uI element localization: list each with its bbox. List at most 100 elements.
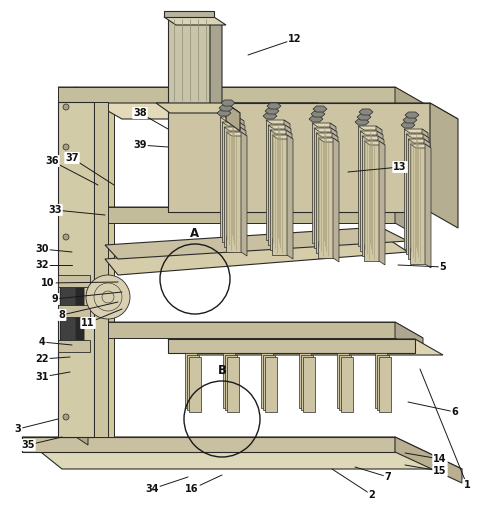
Text: 33: 33 [48,205,62,215]
Polygon shape [261,353,273,408]
Polygon shape [422,129,428,253]
Polygon shape [105,227,408,259]
Polygon shape [430,103,458,228]
Polygon shape [314,128,331,248]
Polygon shape [377,131,383,255]
Polygon shape [76,87,88,445]
Polygon shape [395,322,423,354]
Polygon shape [189,357,201,412]
Polygon shape [360,131,383,135]
Polygon shape [168,17,210,103]
Polygon shape [364,141,385,145]
Polygon shape [341,357,353,412]
Polygon shape [339,355,351,410]
Polygon shape [76,282,84,352]
Polygon shape [226,132,247,136]
Circle shape [63,324,69,330]
Polygon shape [58,207,395,223]
Text: 1: 1 [464,480,471,490]
Polygon shape [263,355,275,410]
Polygon shape [58,87,395,105]
Polygon shape [267,103,281,109]
Polygon shape [22,437,462,469]
Text: 9: 9 [51,294,58,304]
Polygon shape [164,11,214,17]
Polygon shape [217,110,231,116]
Polygon shape [270,130,286,250]
Polygon shape [105,237,408,275]
Polygon shape [312,123,330,243]
Text: 11: 11 [81,318,95,328]
Polygon shape [60,277,76,347]
Polygon shape [358,126,376,246]
Polygon shape [403,117,417,123]
Polygon shape [379,357,391,412]
Polygon shape [406,134,429,138]
Text: 12: 12 [288,34,302,44]
Polygon shape [423,134,429,258]
Polygon shape [395,437,462,483]
Polygon shape [303,357,315,412]
Polygon shape [359,109,373,115]
Polygon shape [313,106,327,112]
Polygon shape [406,134,423,254]
Text: 22: 22 [35,354,49,364]
Text: 7: 7 [385,472,391,482]
Text: 8: 8 [58,310,65,320]
Polygon shape [226,132,241,252]
Polygon shape [164,17,226,25]
Polygon shape [405,112,419,118]
Polygon shape [355,119,369,125]
Polygon shape [187,355,199,410]
Polygon shape [225,355,237,410]
Polygon shape [227,357,239,412]
Polygon shape [185,353,197,408]
Text: 10: 10 [41,278,55,288]
Polygon shape [241,132,247,256]
Polygon shape [168,103,430,212]
Polygon shape [424,139,430,263]
Polygon shape [318,138,333,258]
Polygon shape [268,125,291,129]
Polygon shape [312,123,336,127]
Polygon shape [221,100,235,106]
Polygon shape [410,144,431,148]
Polygon shape [22,437,395,452]
Text: B: B [218,364,227,377]
Polygon shape [220,117,238,237]
Polygon shape [94,102,108,437]
Polygon shape [94,103,346,119]
Polygon shape [332,133,338,257]
Polygon shape [239,122,245,246]
Polygon shape [362,136,378,256]
Polygon shape [408,139,430,143]
Polygon shape [58,87,423,103]
Polygon shape [299,353,311,408]
Text: 3: 3 [14,424,21,434]
Polygon shape [58,102,94,437]
Text: 4: 4 [38,337,45,347]
Polygon shape [58,207,423,223]
Polygon shape [58,322,423,338]
Polygon shape [311,111,325,117]
Polygon shape [330,123,336,247]
Text: 15: 15 [433,466,447,476]
Polygon shape [408,139,424,259]
Text: 31: 31 [35,372,49,382]
Polygon shape [263,113,277,119]
Text: 2: 2 [369,490,375,500]
Polygon shape [404,129,428,133]
Polygon shape [224,127,240,247]
Polygon shape [309,116,323,122]
Text: 37: 37 [65,153,79,163]
Polygon shape [96,87,114,437]
Text: 34: 34 [145,484,159,494]
Polygon shape [286,130,292,254]
Text: 6: 6 [452,407,459,417]
Polygon shape [168,339,415,353]
Polygon shape [210,17,222,111]
Polygon shape [270,130,292,134]
Polygon shape [58,340,90,352]
Polygon shape [219,105,233,111]
Polygon shape [238,117,244,241]
